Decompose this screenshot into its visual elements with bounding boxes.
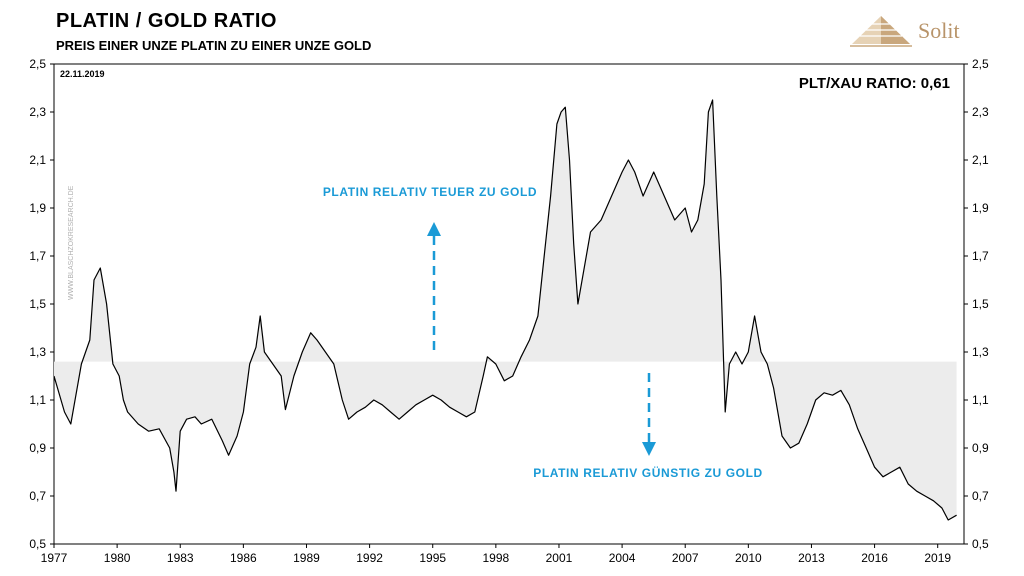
x-tick-label: 1983 (167, 551, 194, 565)
y-tick-label-right: 1,3 (972, 345, 989, 359)
y-tick-label-right: 0,5 (972, 537, 989, 551)
arrow-up-icon (427, 222, 441, 236)
y-tick-label-right: 0,7 (972, 489, 989, 503)
chart-subtitle: PREIS EINER UNZE PLATIN ZU EINER UNZE GO… (56, 38, 372, 53)
solit-logo: Solit (846, 14, 976, 48)
y-tick-label-left: 1,5 (29, 297, 46, 311)
plot-frame (53, 63, 965, 545)
x-tick-label: 2001 (546, 551, 573, 565)
y-tick-label-left: 1,1 (29, 393, 46, 407)
x-tick-label: 2004 (609, 551, 636, 565)
y-tick-label-left: 2,5 (29, 57, 46, 71)
watermark-text: WWW.BLASCHZOKRESEARCH.DE (68, 185, 75, 300)
annotation-cheap: PLATIN RELATIV GÜNSTIG ZU GOLD (533, 465, 763, 480)
x-tick-label: 2016 (861, 551, 888, 565)
y-tick-label-right: 2,3 (972, 105, 989, 119)
x-tick-label: 1998 (482, 551, 509, 565)
y-tick-label-left: 1,7 (29, 249, 46, 263)
y-tick-label-right: 1,5 (972, 297, 989, 311)
x-tick-label: 1992 (356, 551, 383, 565)
ratio-value-label: PLT/XAU RATIO: 0,61 (799, 75, 950, 92)
y-tick-label-right: 2,1 (972, 153, 989, 167)
x-tick-label: 1980 (104, 551, 131, 565)
y-tick-label-right: 1,7 (972, 249, 989, 263)
x-tick-label: 1977 (41, 551, 68, 565)
annotation-expensive: PLATIN RELATIV TEUER ZU GOLD (323, 185, 537, 199)
x-tick-label: 2007 (672, 551, 699, 565)
x-tick-label: 2019 (924, 551, 951, 565)
y-tick-label-right: 1,1 (972, 393, 989, 407)
y-tick-label-left: 1,9 (29, 201, 46, 215)
y-tick-label-left: 0,5 (29, 537, 46, 551)
x-tick-label: 2010 (735, 551, 762, 565)
y-tick-label-right: 0,9 (972, 441, 989, 455)
y-tick-label-right: 2,5 (972, 57, 989, 71)
pyramid-icon (850, 16, 912, 47)
y-tick-label-right: 1,9 (972, 201, 989, 215)
x-tick-label: 1986 (230, 551, 257, 565)
y-tick-label-left: 2,1 (29, 153, 46, 167)
arrow-down-icon (642, 442, 656, 456)
x-tick-label: 2013 (798, 551, 825, 565)
x-tick-label: 1995 (419, 551, 446, 565)
x-tick-label: 1989 (293, 551, 320, 565)
y-tick-label-left: 1,3 (29, 345, 46, 359)
brand-name: Solit (918, 18, 960, 43)
chart-title: PLATIN / GOLD RATIO (56, 10, 277, 32)
y-tick-label-left: 2,3 (29, 105, 46, 119)
ratio-line (53, 99, 957, 521)
y-tick-label-left: 0,7 (29, 489, 46, 503)
y-tick-label-left: 0,9 (29, 441, 46, 455)
date-label: 22.11.2019 (60, 69, 105, 79)
